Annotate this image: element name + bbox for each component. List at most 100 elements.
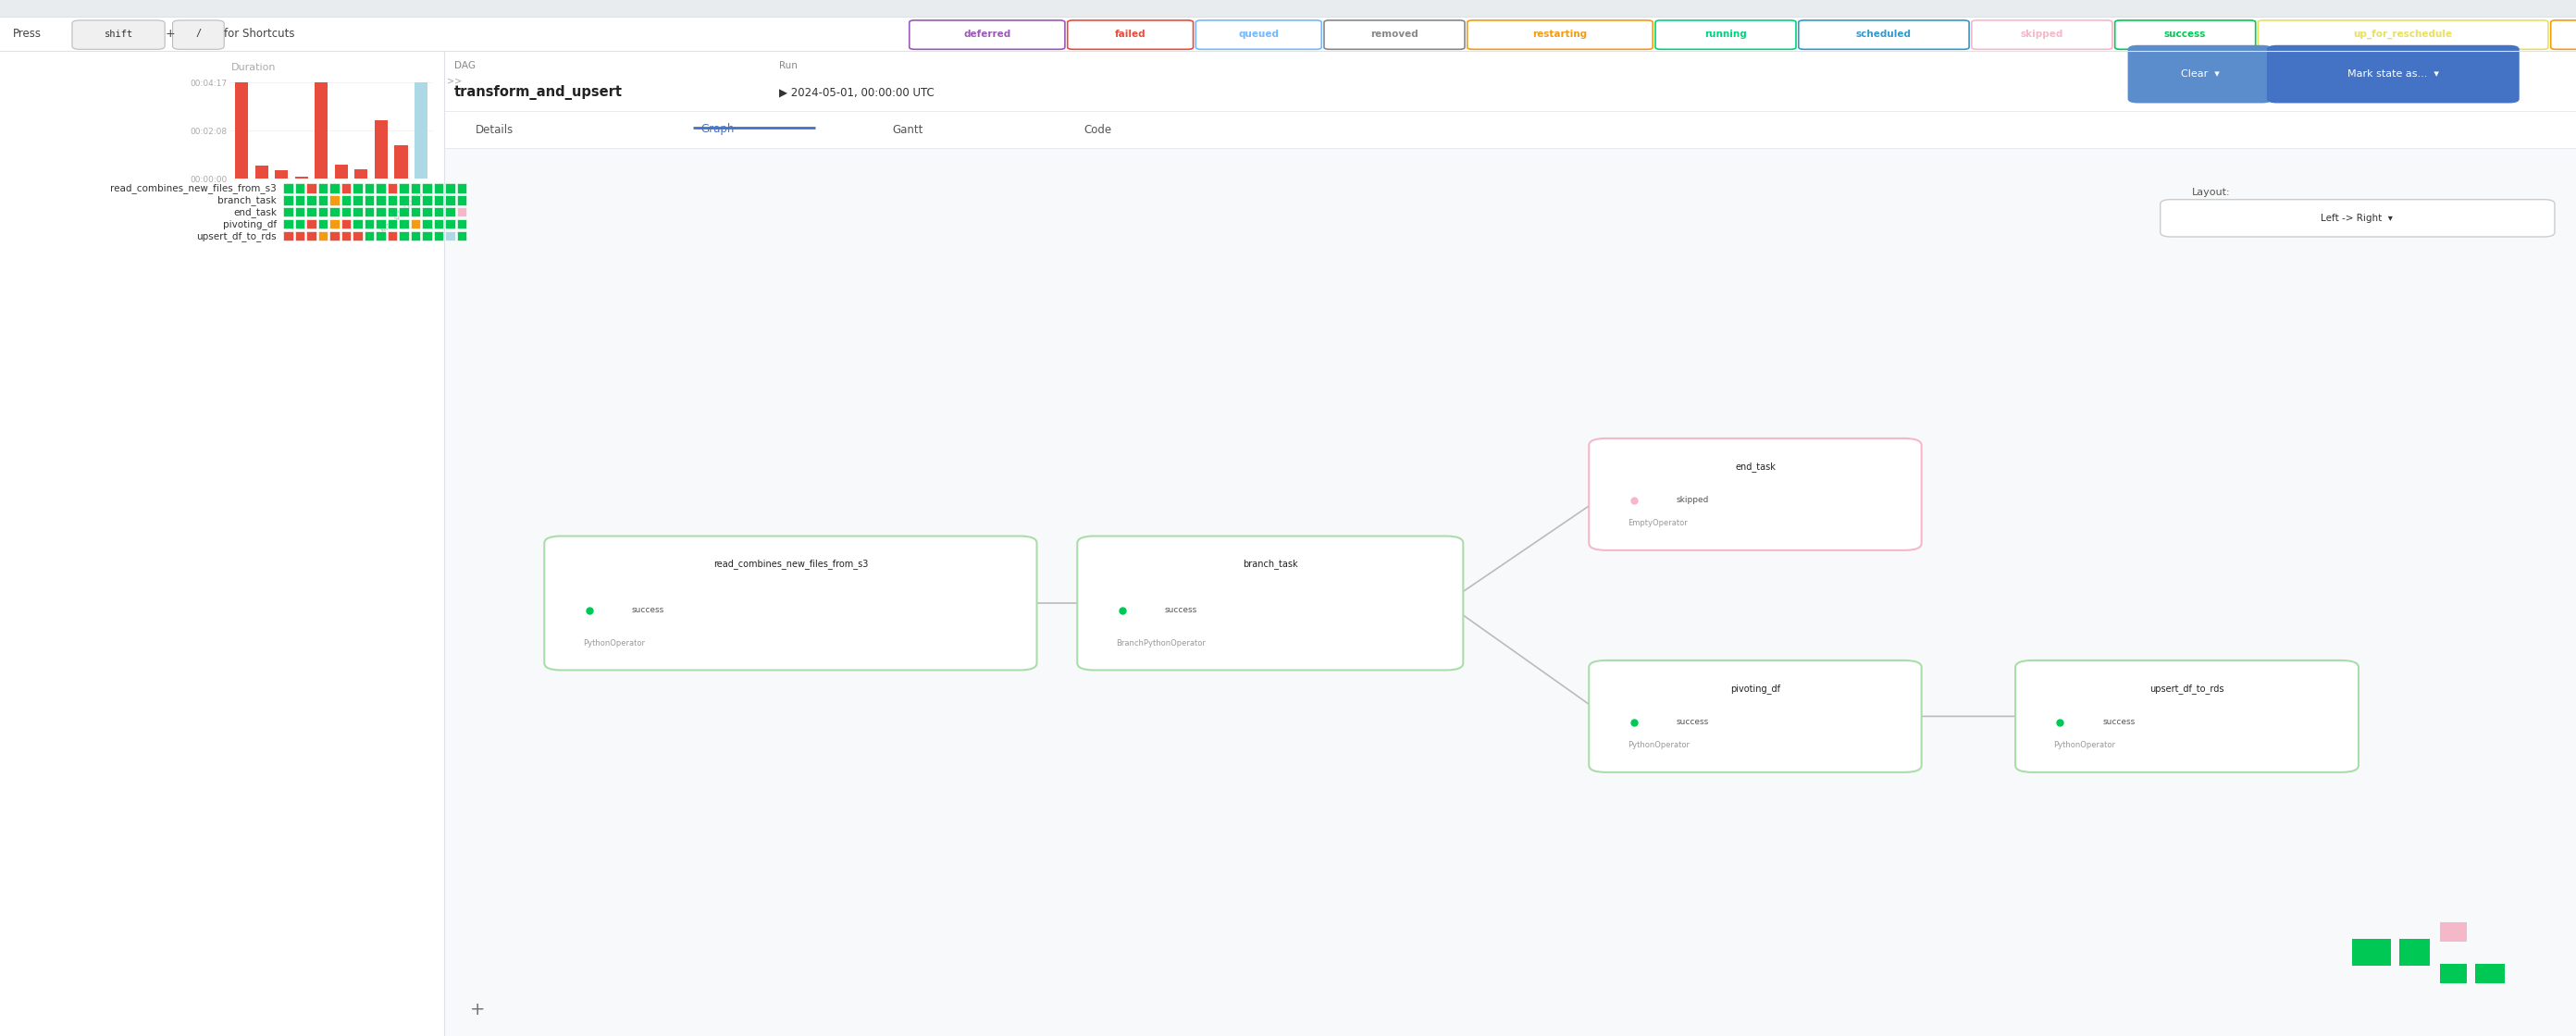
FancyBboxPatch shape <box>340 195 350 205</box>
Text: upsert_df_to_rds: upsert_df_to_rds <box>2151 684 2223 693</box>
Text: running: running <box>1705 29 1747 38</box>
FancyBboxPatch shape <box>446 183 456 193</box>
FancyBboxPatch shape <box>307 219 317 229</box>
FancyBboxPatch shape <box>363 195 374 205</box>
FancyBboxPatch shape <box>456 207 466 217</box>
FancyBboxPatch shape <box>399 231 410 240</box>
Text: success: success <box>631 606 665 614</box>
FancyBboxPatch shape <box>0 17 2576 51</box>
FancyBboxPatch shape <box>72 21 165 50</box>
FancyBboxPatch shape <box>353 219 363 229</box>
FancyBboxPatch shape <box>283 207 294 217</box>
Text: Run: Run <box>778 61 799 70</box>
Text: up_for_reschedule: up_for_reschedule <box>2354 29 2452 38</box>
FancyBboxPatch shape <box>446 231 456 240</box>
FancyBboxPatch shape <box>283 219 294 229</box>
Bar <box>294 177 307 178</box>
FancyBboxPatch shape <box>353 183 363 193</box>
Bar <box>314 83 327 178</box>
FancyBboxPatch shape <box>544 536 1036 670</box>
FancyBboxPatch shape <box>422 183 433 193</box>
FancyBboxPatch shape <box>433 219 443 229</box>
FancyBboxPatch shape <box>399 207 410 217</box>
Text: BranchPythonOperator: BranchPythonOperator <box>1115 639 1206 648</box>
FancyBboxPatch shape <box>317 195 327 205</box>
Text: success: success <box>1677 718 1708 726</box>
FancyBboxPatch shape <box>1971 21 2112 50</box>
FancyBboxPatch shape <box>433 195 443 205</box>
Text: removed: removed <box>1370 29 1419 38</box>
Bar <box>394 145 407 178</box>
Bar <box>374 120 386 178</box>
Text: shift: shift <box>103 29 134 38</box>
Text: ▶ 2024-05-01, 00:00:00 UTC: ▶ 2024-05-01, 00:00:00 UTC <box>778 87 935 99</box>
FancyBboxPatch shape <box>422 219 433 229</box>
Bar <box>234 83 247 178</box>
Bar <box>415 83 428 178</box>
Text: PythonOperator: PythonOperator <box>2053 741 2115 749</box>
FancyBboxPatch shape <box>433 231 443 240</box>
Text: pivoting_df: pivoting_df <box>1731 684 1780 693</box>
FancyBboxPatch shape <box>456 219 466 229</box>
FancyBboxPatch shape <box>376 207 386 217</box>
Text: /: / <box>196 29 201 38</box>
FancyBboxPatch shape <box>317 207 327 217</box>
Text: skipped: skipped <box>2020 29 2063 38</box>
FancyBboxPatch shape <box>410 219 420 229</box>
FancyBboxPatch shape <box>2115 21 2257 50</box>
FancyBboxPatch shape <box>410 207 420 217</box>
Text: branch_task: branch_task <box>1242 559 1298 569</box>
FancyBboxPatch shape <box>386 207 397 217</box>
FancyBboxPatch shape <box>294 219 304 229</box>
FancyBboxPatch shape <box>1066 21 1193 50</box>
FancyBboxPatch shape <box>317 231 327 240</box>
FancyBboxPatch shape <box>340 231 350 240</box>
FancyBboxPatch shape <box>294 207 304 217</box>
Text: DAG: DAG <box>453 61 477 70</box>
Text: end_task: end_task <box>1734 461 1775 471</box>
FancyBboxPatch shape <box>376 195 386 205</box>
Text: Layout:: Layout: <box>2192 188 2231 197</box>
FancyBboxPatch shape <box>0 51 443 1036</box>
Text: >>: >> <box>446 77 461 86</box>
FancyBboxPatch shape <box>307 231 317 240</box>
Text: deferred: deferred <box>963 29 1010 38</box>
Bar <box>355 169 368 178</box>
Text: read_combines_new_files_from_s3: read_combines_new_files_from_s3 <box>111 183 276 194</box>
FancyBboxPatch shape <box>294 183 304 193</box>
Text: skipped: skipped <box>1677 496 1708 505</box>
FancyBboxPatch shape <box>399 219 410 229</box>
FancyBboxPatch shape <box>330 207 340 217</box>
FancyBboxPatch shape <box>363 183 374 193</box>
FancyBboxPatch shape <box>2161 200 2555 237</box>
Text: Gantt: Gantt <box>891 123 922 136</box>
FancyBboxPatch shape <box>283 195 294 205</box>
FancyBboxPatch shape <box>2352 939 2391 966</box>
Text: «: « <box>420 123 428 136</box>
FancyBboxPatch shape <box>386 219 397 229</box>
FancyBboxPatch shape <box>410 195 420 205</box>
FancyBboxPatch shape <box>353 195 363 205</box>
FancyBboxPatch shape <box>330 219 340 229</box>
FancyBboxPatch shape <box>399 195 410 205</box>
FancyBboxPatch shape <box>1798 21 1968 50</box>
FancyBboxPatch shape <box>363 219 374 229</box>
FancyBboxPatch shape <box>317 183 327 193</box>
Text: read_combines_new_files_from_s3: read_combines_new_files_from_s3 <box>714 559 868 569</box>
FancyBboxPatch shape <box>446 207 456 217</box>
FancyBboxPatch shape <box>410 231 420 240</box>
Text: Code: Code <box>1084 123 1113 136</box>
FancyBboxPatch shape <box>446 219 456 229</box>
FancyBboxPatch shape <box>446 195 456 205</box>
FancyBboxPatch shape <box>386 231 397 240</box>
FancyBboxPatch shape <box>1077 536 1463 670</box>
FancyBboxPatch shape <box>399 183 410 193</box>
FancyBboxPatch shape <box>410 183 420 193</box>
FancyBboxPatch shape <box>340 207 350 217</box>
Text: failed: failed <box>1115 29 1146 38</box>
FancyBboxPatch shape <box>307 207 317 217</box>
Text: Clear  ▾: Clear ▾ <box>2179 69 2221 79</box>
FancyBboxPatch shape <box>422 195 433 205</box>
Bar <box>255 166 268 178</box>
FancyBboxPatch shape <box>330 195 340 205</box>
